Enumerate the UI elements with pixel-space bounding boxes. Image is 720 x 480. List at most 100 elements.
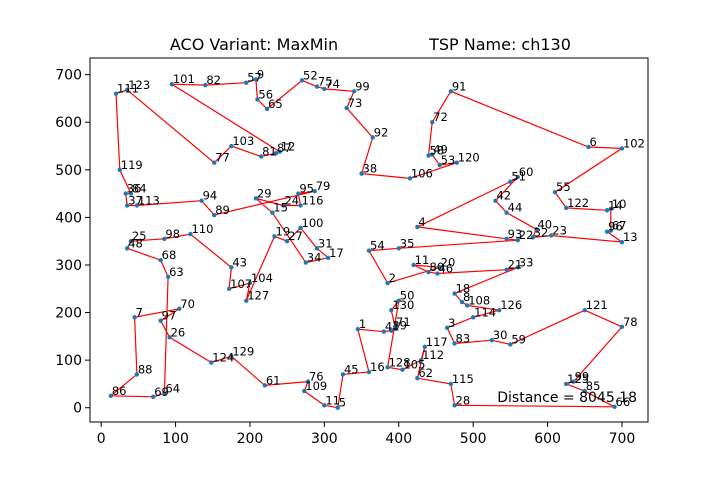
node-75 xyxy=(314,84,320,89)
node-label-108: 108 xyxy=(468,293,490,307)
node-label-129: 129 xyxy=(232,344,254,358)
node-label-4: 4 xyxy=(418,215,425,229)
node-label-78: 78 xyxy=(623,315,638,329)
node-83 xyxy=(452,341,457,346)
node-30 xyxy=(489,337,494,343)
node-label-97: 97 xyxy=(162,309,177,323)
node-104 xyxy=(247,280,253,286)
node-66 xyxy=(612,404,617,409)
node-label-18: 18 xyxy=(456,282,471,296)
node-label-17: 17 xyxy=(329,246,344,260)
node-98 xyxy=(162,236,167,242)
route-path xyxy=(109,78,625,409)
y-tick-label-7: 700 xyxy=(55,68,82,84)
node-48 xyxy=(125,246,130,251)
node-110 xyxy=(188,231,193,237)
node-label-21: 21 xyxy=(508,258,523,272)
node-124 xyxy=(209,360,214,365)
y-tick-label-6: 600 xyxy=(55,115,82,131)
node-99 xyxy=(351,89,357,94)
node-100 xyxy=(298,225,303,231)
y-tick-label-2: 200 xyxy=(55,306,82,322)
node-117 xyxy=(422,344,427,350)
node-label-124: 124 xyxy=(212,351,234,365)
node-label-42: 42 xyxy=(496,189,511,203)
node-label-32: 32 xyxy=(534,225,549,239)
node-35 xyxy=(396,246,401,251)
node-55 xyxy=(552,189,558,195)
node-74 xyxy=(322,86,327,92)
node-label-92: 92 xyxy=(374,125,389,139)
node-label-65: 65 xyxy=(268,97,283,111)
node-label-29: 29 xyxy=(257,186,272,200)
node-label-7: 7 xyxy=(136,305,143,319)
node-label-61: 61 xyxy=(266,373,281,387)
node-label-22: 22 xyxy=(519,228,534,242)
node-label-91: 91 xyxy=(452,79,467,93)
node-87 xyxy=(273,150,279,156)
node-22 xyxy=(515,238,520,243)
node-46 xyxy=(435,271,440,276)
node-85 xyxy=(582,388,587,394)
node-label-85: 85 xyxy=(586,379,601,393)
node-label-11b: 11 xyxy=(325,393,340,407)
x-tick-label-6: 600 xyxy=(534,431,561,447)
node-94 xyxy=(199,198,204,203)
node-label-8: 8 xyxy=(463,290,470,304)
node-65 xyxy=(264,106,270,112)
node-label-57: 57 xyxy=(247,71,262,85)
node-label-55: 55 xyxy=(556,180,571,194)
node-label-24: 24 xyxy=(284,194,299,208)
node-label-20: 20 xyxy=(441,255,456,269)
node-label-122: 122 xyxy=(567,196,589,210)
node-123 xyxy=(125,87,130,93)
node-label-38: 38 xyxy=(363,162,378,176)
node-label-39: 39 xyxy=(392,319,407,333)
y-axis: 0 100 200 300 400 500 600 700 xyxy=(55,68,90,417)
node-label-54: 54 xyxy=(370,239,385,253)
node-88 xyxy=(134,372,140,377)
node-label-51: 51 xyxy=(511,170,526,184)
node-62 xyxy=(415,376,420,381)
node-31 xyxy=(314,246,320,251)
node-label-70: 70 xyxy=(180,297,195,311)
node-label-126: 126 xyxy=(500,298,522,312)
node-78 xyxy=(619,324,625,330)
node-label-98: 98 xyxy=(165,227,180,241)
x-axis: 0 100 200 300 400 500 600 700 xyxy=(97,422,635,447)
node-89 xyxy=(212,212,217,218)
node-101 xyxy=(169,81,175,87)
node-111 xyxy=(113,91,119,96)
node-33 xyxy=(515,265,520,270)
node-130 xyxy=(389,307,394,313)
node-label-99b: 99 xyxy=(575,370,590,384)
node-56 xyxy=(255,97,260,102)
node-label-19: 19 xyxy=(276,224,291,238)
node-13 xyxy=(619,239,625,245)
node-82 xyxy=(203,82,208,88)
node-125 xyxy=(563,381,569,387)
node-15 xyxy=(270,210,275,215)
node-71 xyxy=(392,324,398,330)
node-label-79: 79 xyxy=(316,179,331,193)
node-19 xyxy=(272,234,277,239)
plot-area xyxy=(90,58,648,422)
node-24 xyxy=(281,203,286,208)
node-label-111: 111 xyxy=(117,82,139,96)
node-128 xyxy=(385,365,390,370)
node-27 xyxy=(284,238,290,244)
node-127 xyxy=(244,298,249,303)
node-label-34: 34 xyxy=(307,251,322,265)
node-36 xyxy=(123,191,128,196)
node-label-109: 109 xyxy=(305,379,327,393)
node-label-95: 95 xyxy=(299,182,314,196)
node-label-121: 121 xyxy=(586,298,608,312)
node-label-62: 62 xyxy=(418,366,433,380)
node-label-45: 45 xyxy=(344,362,359,376)
chart-title-right: TSP Name: ch130 xyxy=(428,35,571,54)
node-28 xyxy=(452,403,457,408)
node-label-23: 23 xyxy=(552,223,567,237)
node-label-94: 94 xyxy=(203,189,218,203)
node-label-76: 76 xyxy=(309,370,324,384)
node-label-41: 41 xyxy=(385,320,400,334)
